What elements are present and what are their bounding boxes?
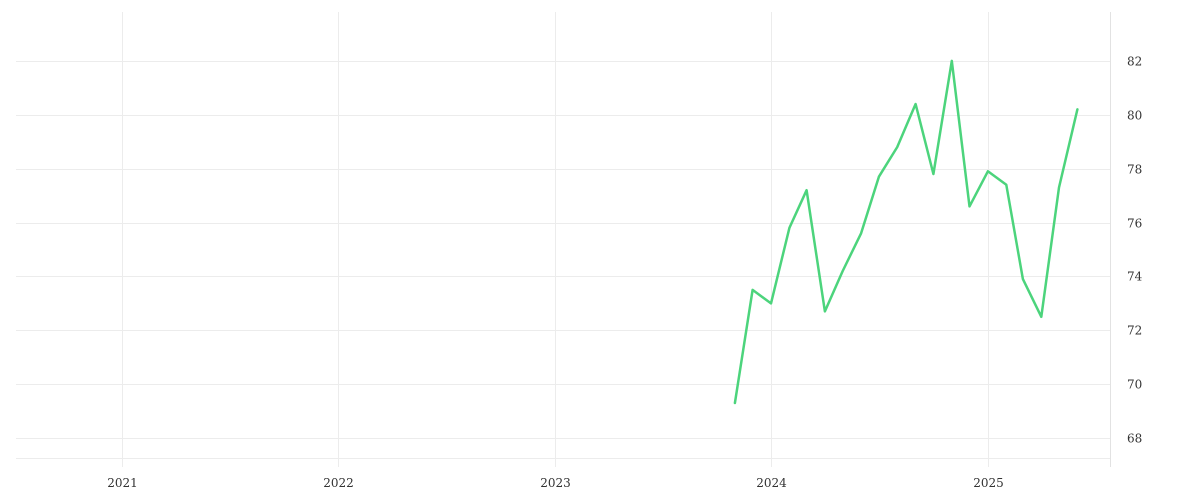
y-tick-label: 68 bbox=[1127, 432, 1142, 446]
series-layer bbox=[733, 59, 1079, 405]
y-tick-label: 80 bbox=[1127, 109, 1142, 123]
axis-layer: 68 70 72 74 76 78 80 82 2021 2022 2023 2024 2025 bbox=[107, 12, 1143, 490]
x-tick-label: 2023 bbox=[540, 476, 571, 490]
y-tick-label: 82 bbox=[1127, 55, 1142, 69]
y-tick-label: 76 bbox=[1127, 217, 1142, 231]
y-tick-label: 74 bbox=[1127, 270, 1143, 284]
x-tick-label: 2025 bbox=[973, 476, 1004, 490]
y-tick-label: 72 bbox=[1127, 324, 1142, 338]
x-tick-label: 2024 bbox=[756, 476, 787, 490]
y-tick-label: 78 bbox=[1127, 163, 1142, 177]
x-tick-label: 2021 bbox=[107, 476, 138, 490]
grid-layer bbox=[16, 12, 1110, 467]
y-tick-label: 70 bbox=[1127, 378, 1142, 392]
x-tick-label: 2022 bbox=[323, 476, 354, 490]
series-line bbox=[733, 59, 1079, 405]
